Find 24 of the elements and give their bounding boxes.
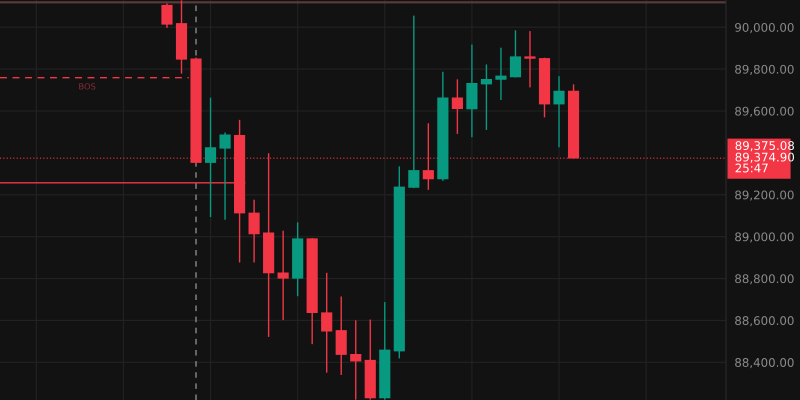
candlestick (553, 76, 565, 148)
candlestick (524, 31, 536, 88)
candlestick (350, 320, 362, 400)
candlestick (408, 16, 420, 188)
y-tick-label: 90,000.00 (735, 22, 794, 34)
candlestick (204, 98, 216, 218)
y-tick-label: 88,600.00 (735, 316, 794, 326)
y-tick-label: 89,800.00 (735, 64, 794, 75)
candlestick (248, 200, 260, 262)
candlestick (452, 79, 463, 134)
candlestick (480, 64, 492, 130)
ref-line-label: BOS (79, 83, 96, 90)
candlestick (321, 272, 332, 373)
y-tick-label: 89,600.00 (735, 106, 794, 117)
y-tick-label: 89,200.00 (735, 190, 794, 201)
y-tick-label: 88,400.00 (735, 358, 794, 368)
candlestick (278, 230, 289, 320)
text: 25:47 (736, 164, 768, 172)
candlestick (161, 3, 173, 28)
candlestick (495, 48, 507, 100)
candlestick (510, 30, 522, 78)
y-tick-label: 89,000.00 (735, 232, 794, 243)
candlestick (219, 132, 231, 220)
y-tick-label: 88,800.00 (735, 274, 794, 284)
